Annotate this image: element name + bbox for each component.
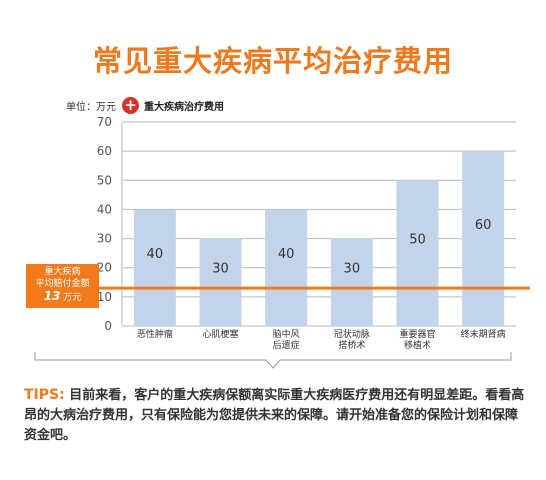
average-value: 13 (43, 289, 61, 303)
average-payout-box: 重大疾病 平均赔付金额 13 万元 (26, 264, 99, 308)
bar-value-label-0: 40 (147, 247, 164, 262)
tips-body: 目前来看，客户的重大疾病保额离实际重大疾病医疗费用还有明显差距。看看高昂的大病治… (24, 388, 525, 443)
unit-legend-row: 单位：万元 + 重大疾病治疗费用 (66, 96, 224, 114)
x-tick-label-2-1: 后遗症 (273, 339, 300, 351)
bar-1 (199, 238, 242, 326)
bar-0 (133, 209, 176, 326)
y-tick-70: 70 (97, 115, 112, 129)
bar-4 (396, 180, 439, 326)
y-tick-60: 60 (97, 144, 112, 158)
bracket-divider (34, 352, 512, 369)
bar-value-label-2: 40 (278, 247, 295, 262)
tips-text: TIPS: 目前来看，客户的重大疾病保额离实际重大疾病医疗费用还有明显差距。看看… (24, 385, 529, 446)
x-tick-label-3-1: 搭桥术 (338, 339, 365, 351)
x-tick-label-1-0: 心肌梗塞 (202, 328, 238, 340)
y-tick-30: 30 (97, 232, 112, 246)
bar-layer (133, 151, 505, 326)
tips-head: TIPS: (24, 387, 65, 403)
x-tick-label-2-0: 脑中风 (273, 328, 300, 340)
grid-layer (121, 121, 516, 327)
bar-value-label-1: 30 (212, 262, 229, 277)
y-tick-50: 50 (97, 173, 112, 187)
average-line2: 平均赔付金额 (35, 279, 90, 289)
average-line1: 重大疾病 (44, 267, 81, 277)
x-tick-label-3-0: 冠状动脉 (334, 328, 370, 340)
bar-3 (330, 238, 373, 326)
bar-value-label-4: 50 (409, 233, 426, 248)
bar-value-label-5: 60 (475, 218, 492, 233)
x-tick-label-4-0: 重要器官 (399, 328, 435, 340)
legend-label: 重大疾病治疗费用 (144, 101, 224, 113)
red-cross-icon: + (122, 96, 139, 114)
y-tick-10: 10 (97, 290, 112, 304)
x-tick-label-5-0: 终末期肾病 (461, 328, 506, 340)
bar-value-label-3: 30 (344, 262, 361, 277)
bar-2 (265, 209, 308, 326)
unit-label: 单位：万元 (66, 101, 116, 113)
x-tick-label-4-1: 移植术 (404, 339, 431, 351)
x-tick-label-0-0: 恶性肿瘤 (137, 328, 173, 340)
y-tick-20: 20 (97, 261, 112, 275)
y-tick-40: 40 (97, 202, 112, 216)
bar-5 (462, 151, 505, 326)
y-tick-0: 0 (104, 319, 112, 333)
average-value-unit: 万元 (63, 293, 82, 303)
chart-title: 常见重大疾病平均治疗费用 (92, 44, 453, 78)
